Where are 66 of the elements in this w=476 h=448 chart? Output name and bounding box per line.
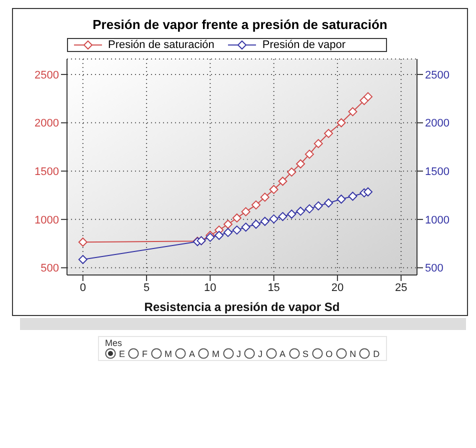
point (278, 176, 288, 186)
y2-tick-label: 2000 (425, 118, 450, 130)
text: N (348, 348, 356, 359)
point (314, 201, 323, 210)
point (241, 222, 250, 232)
text: M (164, 348, 172, 359)
y2-tick-label: 1500 (425, 166, 450, 178)
point (304, 204, 314, 214)
y2-tick-label: 500 (425, 262, 444, 275)
point (224, 228, 232, 237)
point (296, 206, 306, 216)
y-tick-label: 2500 (34, 69, 59, 82)
point (364, 92, 372, 102)
point (232, 213, 242, 222)
x-tick-label: 20 (331, 282, 344, 294)
text: D (372, 348, 380, 359)
point (78, 255, 88, 264)
text: A (278, 348, 286, 359)
point (348, 107, 358, 116)
point (287, 168, 296, 177)
point (224, 220, 232, 229)
x-tick-label: 25 (394, 282, 408, 294)
point (304, 150, 314, 159)
text: M (211, 348, 220, 359)
text: J (257, 348, 263, 359)
point (296, 159, 306, 168)
point (214, 230, 224, 240)
point (348, 192, 358, 201)
point (260, 192, 270, 202)
y-tick-label: 1000 (34, 214, 59, 226)
text: F (141, 348, 148, 359)
legend-label: Presión de vapor (261, 39, 346, 51)
y-tick-label: 500 (40, 262, 59, 275)
point (269, 184, 278, 194)
text: A (188, 348, 196, 359)
x-tick-label: 0 (80, 282, 86, 294)
legend-label: Presión de saturación (107, 39, 214, 51)
text: S (302, 348, 309, 359)
x-tick-label: 5 (143, 282, 150, 294)
text: J (236, 348, 242, 359)
point (314, 139, 323, 148)
point (260, 216, 270, 226)
point (287, 210, 296, 219)
point (269, 214, 278, 224)
y2-tick-label: 1000 (425, 214, 450, 226)
point (241, 207, 250, 216)
point (278, 212, 288, 222)
point (324, 128, 334, 138)
point (364, 187, 372, 196)
y2-tick-label: 2500 (425, 69, 450, 82)
y-tick-label: 1500 (34, 166, 59, 178)
text: O (324, 348, 333, 359)
point (252, 200, 260, 210)
point (336, 118, 346, 128)
chart-title: Presión de vapor frente a presión de saturación (92, 16, 388, 34)
text: Mes (105, 338, 124, 348)
point (232, 226, 242, 235)
x-tick-label: 10 (204, 282, 216, 294)
text: E (118, 348, 126, 359)
x-tick-label: 15 (268, 282, 280, 294)
y-tick-label: 2000 (34, 118, 59, 130)
point (336, 194, 346, 204)
point (78, 238, 88, 247)
point (324, 198, 334, 208)
x-axis-title: Resistencia a presión de vapor Sd (144, 300, 340, 314)
point (252, 220, 260, 229)
